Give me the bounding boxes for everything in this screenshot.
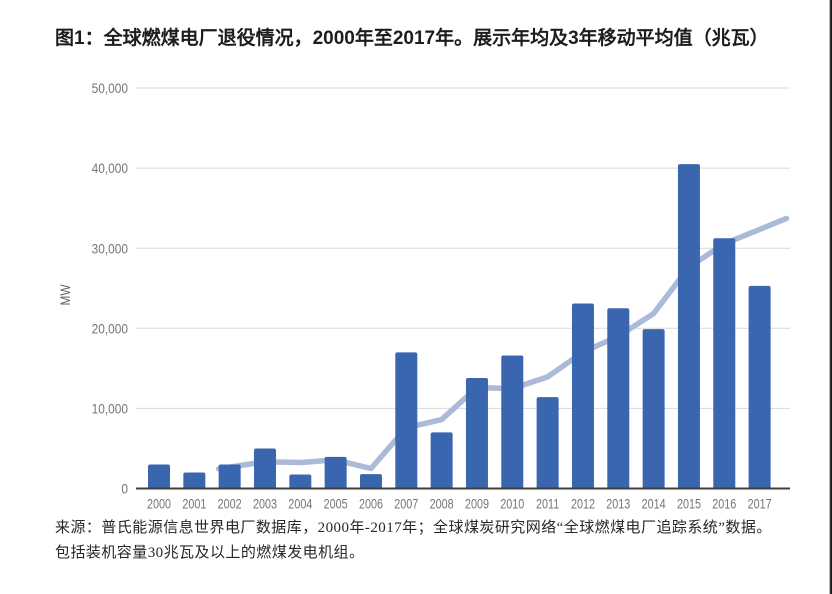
bar-2015 [677,164,700,489]
x-tick-label: 2001 [182,496,206,511]
x-tick-label: 2012 [571,496,595,511]
screenshot-right-edge [829,0,832,594]
x-tick-label: 2014 [642,496,666,511]
bar-2017 [748,285,771,489]
bar-2006 [359,474,382,489]
x-tick-label: 2010 [500,496,524,511]
x-tick-label: 2008 [430,496,454,511]
source-note-line-2: 包括装机容量30兆瓦及以上的燃煤发电机组。 [55,545,365,561]
source-note-line-1: 来源：普氏能源信息世界电厂数据库，2000年-2017年；全球煤炭研究网络“全球… [55,520,772,536]
bar-2013 [607,308,630,489]
bar-2009 [465,377,488,489]
bar-2001 [183,472,206,489]
y-tick-label: 30,000 [92,240,128,256]
bar-2011 [536,397,559,489]
y-tick-label: 40,000 [92,160,128,176]
x-tick-label: 2000 [147,496,171,511]
x-tick-label: 2017 [748,496,772,511]
x-tick-label: 2002 [218,496,242,511]
bar-2014 [642,329,665,489]
bar-2007 [395,352,418,489]
y-tick-label: 10,000 [92,401,128,417]
x-tick-label: 2013 [606,496,630,511]
x-tick-label: 2005 [324,496,348,511]
bar-2016 [713,238,736,489]
bar-2003 [253,448,276,489]
y-tick-label: 50,000 [92,80,128,96]
y-axis-title: MW [57,284,73,306]
y-tick-label: 0 [121,481,128,497]
bar-2002 [218,464,241,489]
bar-2010 [501,355,524,489]
bar-2004 [289,474,312,489]
x-tick-label: 2004 [288,496,312,511]
bar-2012 [571,303,594,489]
x-tick-label: 2003 [253,496,277,511]
x-tick-label: 2015 [677,496,701,511]
x-tick-label: 2011 [536,496,559,511]
bar-2005 [324,456,347,489]
x-tick-label: 2007 [394,496,418,511]
x-tick-label: 2006 [359,496,383,511]
x-tick-label: 2009 [465,496,489,511]
bar-2008 [430,432,453,489]
x-tick-label: 2016 [712,496,736,511]
y-tick-label: 20,000 [92,320,128,336]
bar-2000 [148,464,170,489]
source-note: 来源：普氏能源信息世界电厂数据库，2000年-2017年；全球煤炭研究网络“全球… [55,516,772,566]
chart-title: 图1：全球燃煤电厂退役情况，2000年至2017年。展示年均及3年移动平均值（兆… [55,27,769,49]
